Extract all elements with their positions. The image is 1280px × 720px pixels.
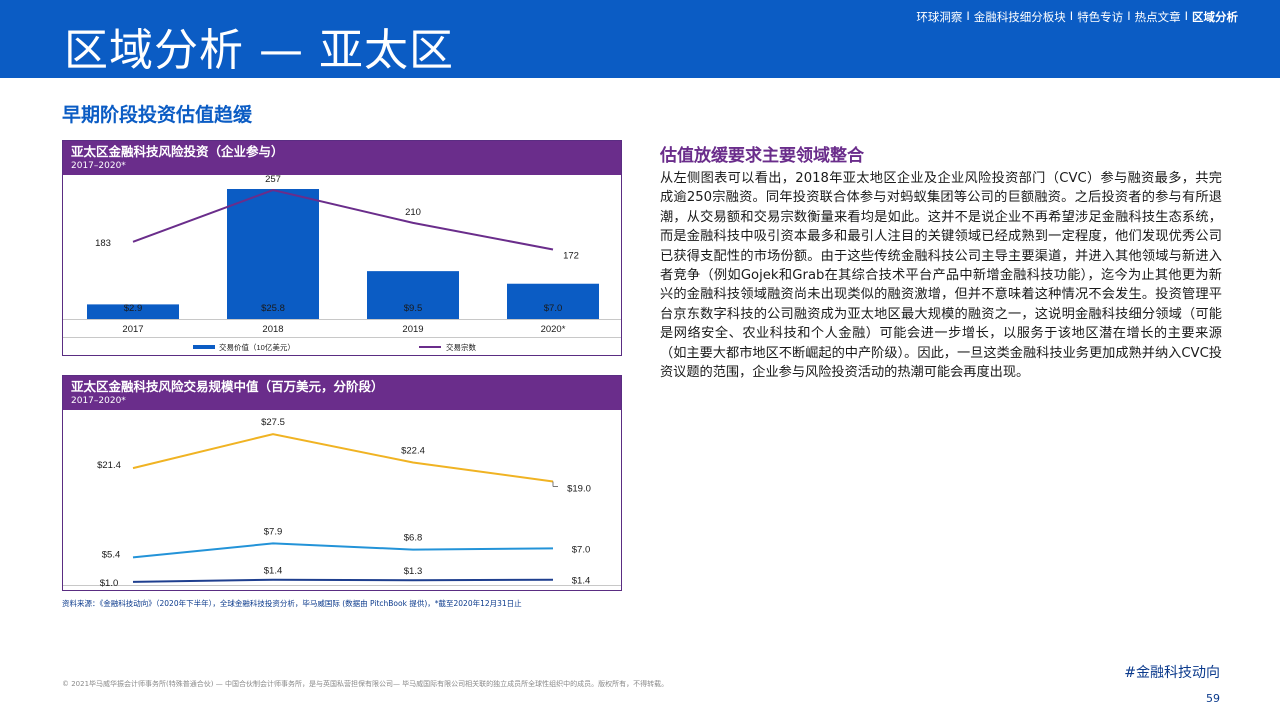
nav-separator: I — [1184, 9, 1188, 23]
cvc-bar-line-chart: $2.9 2017 $25.8 2018 $9.5 2019 $7.0 2020* 183 257… — [63, 175, 621, 352]
bar-value-label: $25.8 — [261, 303, 285, 314]
line-value-label: 172 — [563, 251, 579, 262]
nav-item-4[interactable]: 区域分析 — [1192, 10, 1238, 24]
article-heading: 估值放缓要求主要领域整合 — [660, 146, 864, 166]
bar-value-label: $7.0 — [544, 303, 563, 314]
bar-value-label: $2.9 — [124, 303, 143, 314]
source-note: 资料来源：《金融科技动向》（2020年下半年），全球金融科技投资分析，毕马威国际… — [62, 599, 522, 608]
x-tick-label: 2020* — [541, 324, 566, 335]
line-value-label: $1.4 — [264, 566, 283, 577]
bar-value-label: $9.5 — [404, 303, 423, 314]
legend-label: 交易价值（10亿美元） — [219, 342, 295, 352]
chart-header: 亚太区金融科技风险投资（企业参与） 2017–2020* — [63, 141, 621, 175]
section-subtitle: 早期阶段投资估值趋缓 — [62, 104, 253, 126]
bar-2018 — [227, 189, 319, 319]
x-tick-label: 2018 — [262, 324, 283, 335]
nav-separator: I — [966, 9, 970, 23]
line-value-label: $1.0 — [100, 578, 119, 589]
chart-subtitle: 2017–2020* — [71, 161, 126, 171]
line-value-label: $6.8 — [404, 533, 423, 544]
line-value-label: $1.4 — [572, 576, 591, 587]
copyright-note: © 2021毕马威华振会计师事务所(特殊普通合伙) — 中国合伙制会计师事务所，… — [62, 680, 669, 688]
line-value-label: 210 — [405, 207, 421, 218]
article-body: 从左侧图表可以看出，2018年亚太地区企业及企业风险投资部门（CVC）参与融资最… — [660, 171, 1222, 381]
median-deal-line-chart: $1.0 $1.4 $1.3 $1.4 $5.4 $7.9 $6.8 $7.0 $21.4 $27… — [63, 417, 621, 589]
line-风投早期 — [132, 542, 554, 559]
line-value-label: $5.4 — [102, 549, 121, 560]
top-nav: 环球洞察 I 金融科技细分板块 I 特色专访 I 热点文章 I 区域分析 — [916, 9, 1238, 25]
x-tick-label: 2019 — [402, 324, 423, 335]
header-bar: 区域分析 — 亚太区 环球洞察 I 金融科技细分板块 I 特色专访 I 热点文章 I 区域分析 — [0, 0, 1280, 78]
legend-swatch-value — [193, 345, 215, 349]
line-value-label: $7.0 — [572, 544, 591, 555]
hashtag-link[interactable]: #金融科技动向 — [1124, 665, 1220, 681]
bar-2019 — [367, 271, 459, 319]
line-value-label: $1.3 — [404, 566, 423, 577]
chart-title: 亚太区金融科技风险投资（企业参与） — [71, 144, 284, 159]
nav-separator: I — [1069, 9, 1074, 23]
line-value-label: $22.4 — [401, 446, 425, 457]
nav-item-0[interactable]: 环球洞察 — [916, 10, 963, 24]
line-value-label: $7.9 — [264, 526, 283, 537]
nav-item-1[interactable]: 金融科技细分板块 — [973, 10, 1066, 24]
line-value-label: $21.4 — [97, 460, 121, 471]
line-deal-count — [132, 188, 554, 251]
bar-2017 — [87, 304, 179, 319]
chart-header: 亚太区金融科技风险交易规模中值（百万美元，分阶段） 2017–2020* — [63, 376, 621, 410]
legend-label: 交易宗数 — [446, 342, 476, 352]
chart-panel-cvc: 亚太区金融科技风险投资（企业参与） 2017–2020* $2.9 2017 $25… — [62, 140, 622, 356]
x-tick-label: 2017 — [122, 324, 143, 335]
nav-separator: I — [1127, 9, 1131, 23]
chart-subtitle: 2017–2020* — [71, 396, 126, 406]
line-value-label: $19.0 — [567, 483, 591, 494]
bar-2020* — [507, 283, 599, 319]
chart-title: 亚太区金融科技风险交易规模中值（百万美元，分阶段） — [71, 379, 384, 394]
line-天使及种子 — [132, 578, 554, 583]
chart-panel-median: 亚太区金融科技风险交易规模中值（百万美元，分阶段） 2017–2020* $1.… — [62, 375, 622, 591]
page-title: 区域分析 — 亚太区 — [64, 25, 454, 76]
nav-item-3[interactable]: 热点文章 — [1134, 10, 1181, 24]
line-value-label: $27.5 — [261, 417, 285, 428]
line-value-label: 257 — [265, 175, 281, 185]
line-value-label: 183 — [95, 238, 111, 249]
page-number: 59 — [1206, 692, 1220, 705]
nav-item-2[interactable]: 特色专访 — [1077, 10, 1124, 24]
line-风投后期 — [132, 433, 554, 483]
